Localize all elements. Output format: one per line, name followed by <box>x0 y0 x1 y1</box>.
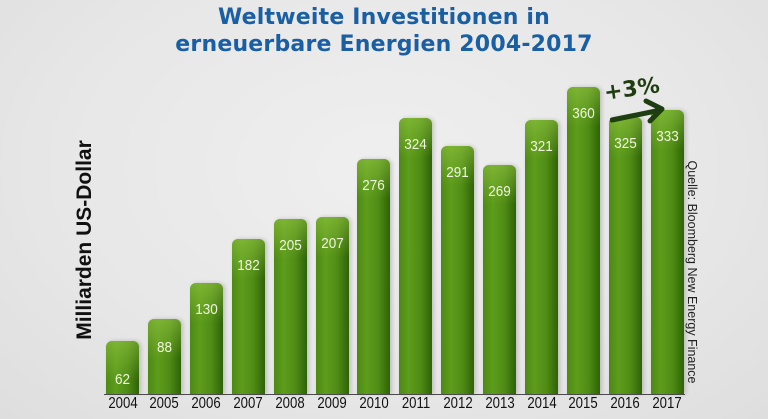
bar-value-label: 207 <box>320 235 344 252</box>
bar-2006: 130 <box>189 283 223 394</box>
x-axis-line <box>104 394 685 395</box>
bar-2016: 325 <box>608 117 642 394</box>
chart-title-line1: Weltweite Investitionen in <box>217 5 551 30</box>
x-tick-label: 2012 <box>443 395 473 412</box>
bar-value-label: 269 <box>488 183 511 200</box>
x-tick-label: 2007 <box>233 395 263 412</box>
bar-value-label: 88 <box>156 339 172 356</box>
chart-title: Weltweite Investitionen in erneuerbare E… <box>0 4 768 58</box>
bar-value-label: 182 <box>236 257 260 274</box>
bar-2005: 88 <box>147 319 181 394</box>
x-tick-label: 2013 <box>484 395 515 412</box>
x-tick-label: 2014 <box>526 395 557 412</box>
bar-2004: 62 <box>106 341 139 394</box>
bar-2017: 333 <box>650 110 684 394</box>
x-tick-label: 2005 <box>149 395 180 412</box>
x-tick-label: 2008 <box>275 395 305 412</box>
bar-2013: 269 <box>483 165 517 394</box>
source-note: Quelle: Bloomberg New Energy Finance <box>685 160 699 384</box>
arrow-right-icon <box>610 98 665 124</box>
bar-value-label: 333 <box>655 128 679 145</box>
bar-value-label: 321 <box>530 138 553 155</box>
x-tick-label: 2011 <box>401 395 430 412</box>
x-tick-label: 2015 <box>568 395 599 412</box>
x-tick-label: 2010 <box>359 395 389 412</box>
x-tick-label: 2009 <box>317 395 347 412</box>
bar-value-label: 360 <box>572 105 595 122</box>
x-tick-label: 2004 <box>107 395 138 412</box>
bar-value-label: 324 <box>404 136 428 153</box>
bar-2014: 321 <box>525 120 558 394</box>
x-tick-label: 2006 <box>191 395 221 412</box>
bar-value-label: 62 <box>114 371 131 388</box>
bar-value-label: 205 <box>278 237 302 254</box>
bar-value-label: 276 <box>362 177 386 194</box>
x-tick-label: 2017 <box>652 395 682 412</box>
bar-2010: 276 <box>357 159 391 394</box>
bar-2009: 207 <box>315 217 349 394</box>
bar-value-label: 325 <box>614 135 637 152</box>
x-tick-label: 2016 <box>610 395 640 412</box>
bar-2007: 182 <box>231 239 265 394</box>
chart-title-line2: erneuerbare Energien 2004-2017 <box>175 32 593 57</box>
bar-value-label: 130 <box>195 301 218 318</box>
bar-2015: 360 <box>566 87 600 394</box>
bar-2008: 205 <box>273 219 307 394</box>
bar-2012: 291 <box>441 146 475 394</box>
bar-value-label: 291 <box>446 164 469 181</box>
bar-2011: 324 <box>399 118 433 394</box>
